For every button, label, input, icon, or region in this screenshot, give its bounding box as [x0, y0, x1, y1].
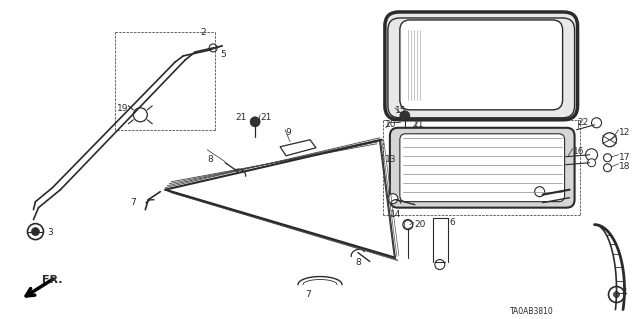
Polygon shape [280, 140, 316, 156]
Circle shape [604, 154, 611, 162]
Text: 13: 13 [385, 155, 396, 164]
Circle shape [609, 286, 625, 302]
Text: 14: 14 [390, 210, 401, 219]
Text: 15: 15 [395, 106, 406, 115]
Circle shape [28, 224, 44, 240]
Text: 6: 6 [450, 218, 456, 226]
FancyBboxPatch shape [400, 20, 563, 110]
Text: 22: 22 [577, 118, 589, 127]
Text: 7: 7 [131, 198, 136, 207]
Text: 8: 8 [355, 257, 361, 267]
Circle shape [209, 44, 217, 52]
Text: TA0AB3810: TA0AB3810 [509, 308, 554, 316]
Text: 21: 21 [235, 113, 246, 122]
Text: 3: 3 [47, 228, 53, 237]
Circle shape [388, 194, 398, 204]
Text: 5: 5 [220, 50, 226, 59]
Circle shape [588, 159, 596, 167]
Text: 9: 9 [285, 128, 291, 137]
Text: 4: 4 [621, 287, 627, 297]
Text: 17: 17 [618, 153, 630, 162]
Text: 12: 12 [618, 128, 630, 137]
Text: 21: 21 [260, 113, 271, 122]
Circle shape [614, 292, 620, 298]
Circle shape [591, 118, 602, 128]
Text: 18: 18 [618, 162, 630, 171]
Circle shape [534, 187, 545, 197]
Circle shape [435, 260, 445, 270]
Circle shape [604, 164, 611, 172]
Circle shape [403, 220, 413, 230]
Text: 19: 19 [117, 104, 129, 113]
Circle shape [586, 149, 598, 161]
Circle shape [602, 133, 616, 147]
Text: 16: 16 [573, 147, 584, 156]
Text: 2: 2 [200, 28, 206, 37]
Text: 20: 20 [415, 220, 426, 229]
Circle shape [133, 108, 147, 122]
Text: 7: 7 [305, 290, 311, 299]
FancyBboxPatch shape [400, 134, 564, 202]
Text: 10: 10 [385, 120, 396, 129]
Text: 8: 8 [207, 155, 213, 164]
FancyBboxPatch shape [390, 128, 575, 208]
Circle shape [250, 117, 260, 127]
Text: FR.: FR. [42, 275, 63, 285]
FancyBboxPatch shape [385, 12, 577, 120]
Circle shape [400, 111, 410, 121]
Circle shape [31, 228, 40, 236]
Text: 11: 11 [413, 120, 424, 129]
